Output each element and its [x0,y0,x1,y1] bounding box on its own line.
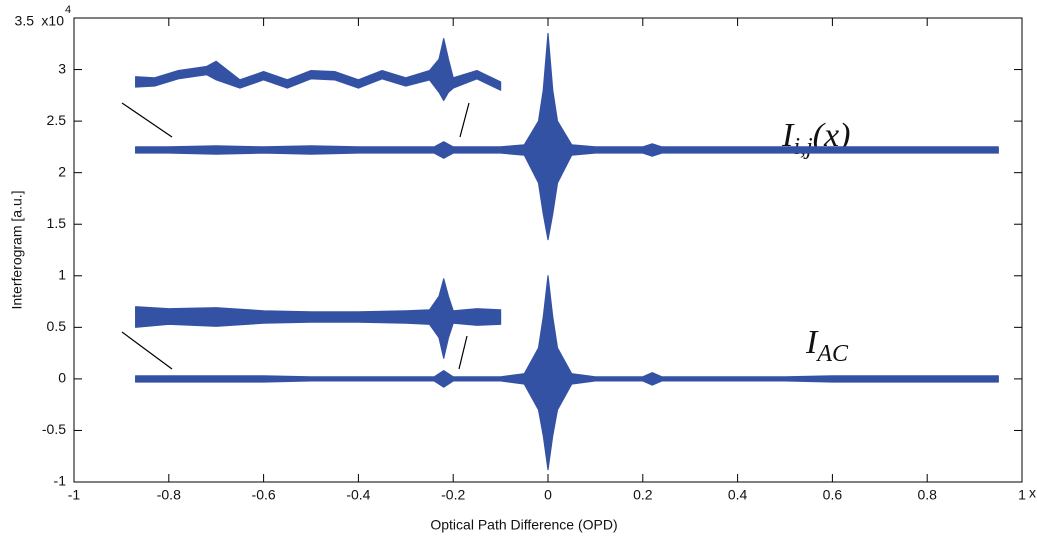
x-tick-label: 0 [544,487,552,503]
y-tick-label: 3.5 [15,13,35,29]
y-axis-label: Interferogram [a.u.] [9,190,25,309]
x-tick-label: -0.6 [252,487,276,503]
annotation-subscript: AC [815,341,849,367]
x-tick-label: -0.2 [441,487,465,503]
y-tick-label: -1 [54,473,67,489]
y-multiplier: x10 [41,13,64,29]
x-tick-label: 0.4 [728,487,748,503]
y-tick-label: 2.5 [47,112,67,128]
x-tick-label: 0.6 [823,487,843,503]
x-tick-label: -1 [68,487,81,503]
signal-band [135,278,502,359]
x-tick-label: -0.8 [157,487,181,503]
x-multiplier: x10 [1029,485,1037,501]
x-axis-label: Optical Path Difference (OPD) [430,517,617,533]
y-tick-label: 2 [58,163,66,179]
y-multiplier-power: 4 [65,4,71,16]
signal-band [135,275,999,471]
annotation: IAC [805,324,849,367]
signal-band [135,38,502,102]
y-tick-label: 1.5 [47,215,67,231]
signal-band [135,32,999,241]
y-tick-label: -0.5 [42,421,66,437]
y-tick-label: 0.5 [47,318,67,334]
x-tick-label: 0.2 [633,487,653,503]
x-tick-label: -0.4 [346,487,370,503]
y-tick-label: 0 [58,370,66,386]
annotation-symbol: I [781,117,795,154]
y-tick-label: 1 [58,266,66,282]
pointer [121,331,173,370]
annotation-symbol: I [805,324,819,361]
x-tick-label: 1 [1018,487,1026,503]
x-tick-label: 0.8 [917,487,937,503]
pointer [458,335,468,370]
pointer [121,102,173,138]
y-tick-label: 3 [58,60,66,76]
pointer [459,102,470,138]
